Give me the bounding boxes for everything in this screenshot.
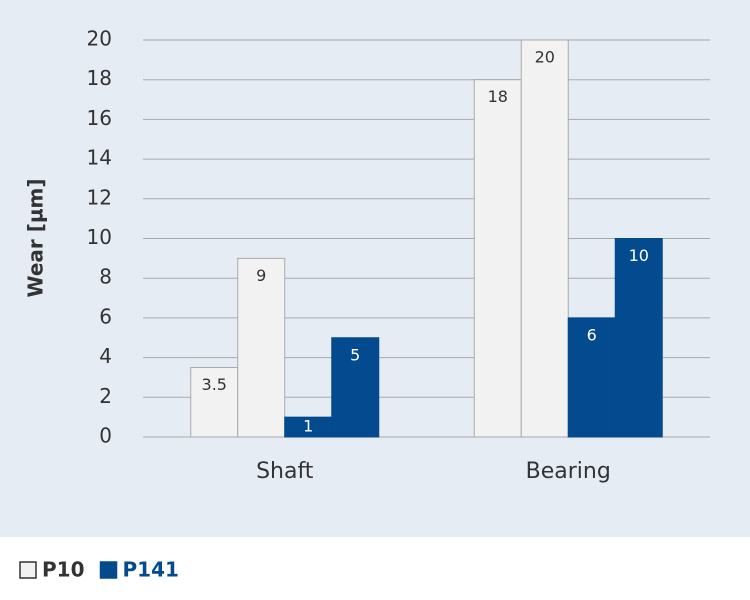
data-label: 18 [488, 87, 508, 106]
data-label: 5 [350, 345, 360, 364]
y-tick-label: 2 [99, 384, 112, 408]
y-tick-label: 14 [87, 146, 112, 170]
legend-label: P10 [42, 558, 85, 582]
bar [567, 317, 616, 438]
legend-swatch [19, 561, 37, 579]
y-tick-label: 4 [99, 344, 112, 368]
legend-swatch [99, 561, 118, 579]
data-label: 6 [587, 325, 597, 344]
y-tick-label: 6 [99, 304, 112, 328]
data-label: 3.5 [202, 375, 227, 394]
y-tick-label: 10 [87, 225, 112, 249]
y-tick-label: 8 [99, 265, 112, 289]
bar [473, 79, 522, 438]
bar [237, 257, 286, 438]
bar [190, 367, 239, 438]
y-tick-label: 16 [87, 106, 112, 130]
x-tick-label: Bearing [526, 459, 611, 484]
x-tick-label: Shaft [256, 459, 314, 484]
data-label: 20 [535, 48, 555, 67]
bar [331, 337, 380, 438]
legend-background [0, 537, 750, 600]
data-label: 9 [256, 266, 266, 285]
legend-label: P141 [123, 558, 179, 582]
bar [520, 39, 569, 438]
y-tick-label: 12 [87, 185, 112, 209]
data-label: 10 [629, 246, 649, 265]
y-tick-label: 0 [99, 424, 112, 448]
y-tick-label: 20 [87, 27, 112, 51]
data-label: 1 [303, 417, 313, 436]
y-tick-label: 18 [87, 66, 112, 90]
bar [614, 238, 663, 438]
y-axis-label: Wear [µm] [24, 178, 48, 297]
